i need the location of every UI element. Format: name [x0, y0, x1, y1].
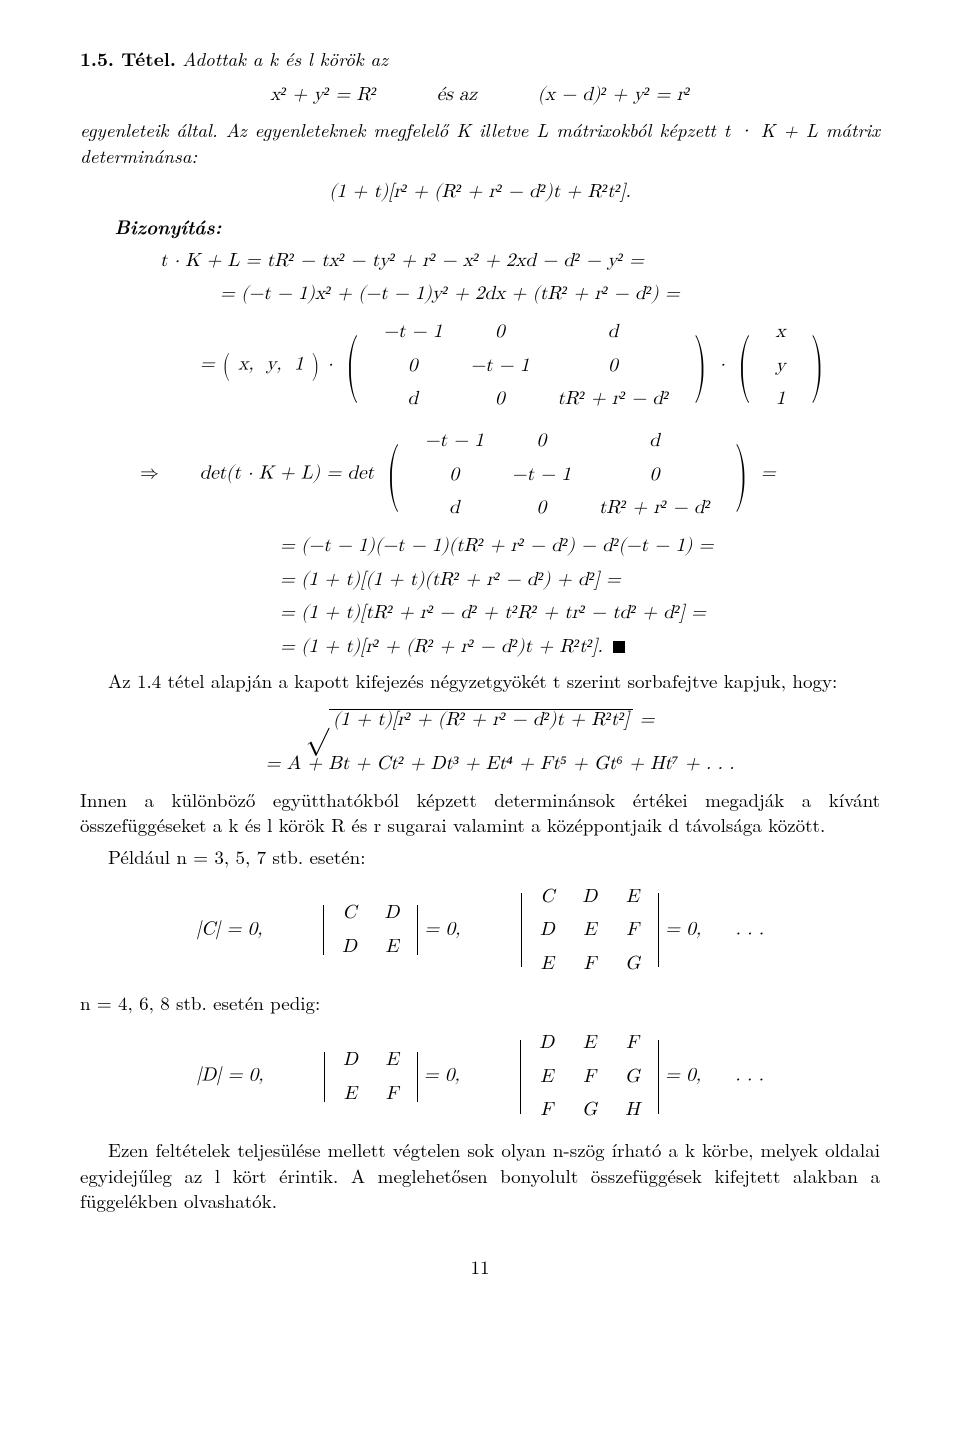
proof-line-1: t · K + L = tR² − tx² − ty² + r² − x² + … [80, 248, 880, 274]
theorem-number: 1.5. Tétel. [80, 44, 176, 72]
proof-label: Bizonyítás: [80, 214, 880, 240]
cond-row-odd: |C| = 0, CD DE = 0, CDE DEF EFG = 0, . .… [80, 880, 880, 981]
proof-line-5: = (1 + t)[tR² + r² − d² + t²R² + tr² − t… [80, 600, 880, 626]
theorem-text-1: Adottak a k és l körök az [182, 45, 388, 72]
cond-d: |D| = 0, [196, 1066, 263, 1085]
col-vector: x y 1 [762, 315, 800, 416]
after-para-2: Innen a különböző együtthatókból képzett… [80, 787, 880, 838]
det2-c: CD DE [328, 896, 413, 963]
row-vector: x, y, 1 [232, 355, 310, 374]
matrix-B: −t − 10d 0−t − 10 d0tR² + r² − d² [411, 424, 724, 525]
eq-left: x² + y² = R² [270, 85, 376, 104]
after-para-4: n = 4, 6, 8 stb. esetén pedig: [80, 990, 880, 1016]
theorem-det-expr: (1 + t)[r² + (R² + r² − d²)t + R²t²]. [80, 179, 880, 205]
det-lhs: det(t · K + L) = det [200, 464, 374, 483]
cond-row-even: |D| = 0, DE EF = 0, DEF EFG FGH = 0, . .… [80, 1026, 880, 1127]
det3-c: CDE DEF EFG [526, 880, 654, 981]
cond-c: |C| = 0, [196, 919, 262, 938]
dots: . . . [735, 919, 763, 938]
qed-icon [613, 641, 625, 653]
implies-symbol: ⇒ [140, 464, 159, 483]
proof-line-6: = (1 + t)[r² + (R² + r² − d²)t + R²t²]. [80, 634, 880, 660]
det3-d: DEF EFG FGH [525, 1026, 653, 1127]
proof-line-2: = (−t − 1)x² + (−t − 1)y² + 2dx + (tR² +… [80, 281, 880, 307]
closing-para: Ezen feltételek teljesülése mellett végt… [80, 1137, 880, 1214]
page: 1.5. Tétel. Adottak a k és l körök az x²… [0, 0, 960, 1454]
proof-line-4: = (1 + t)[(1 + t)(tR² + r² − d²) + d²] = [80, 567, 880, 593]
proof-line-3: = (−t − 1)(−t − 1)(tR² + r² − d²) − d²(−… [80, 533, 880, 559]
dots-2: . . . [735, 1066, 763, 1085]
eq-sep: és az [437, 85, 477, 104]
after-para-1: Az 1.4 tétel alapján a kapott kifejezés … [80, 668, 880, 694]
matrix-A: −t − 10d 0−t − 10 d0tR² + r² − d² [369, 315, 682, 416]
det2-d: DE EF [329, 1043, 412, 1110]
after-para-3: Például n = 3, 5, 7 stb. esetén: [80, 844, 880, 870]
theorem-text-2: egyenleteik által. Az egyenleteknek megf… [80, 117, 880, 168]
proof-matrix-line: = ( x, y, 1 ) · ( −t − 10d 0−t − 10 d0tR… [80, 315, 880, 416]
proof-det-line: ⇒ det(t · K + L) = det ( −t − 10d 0−t − … [80, 424, 880, 525]
series-line: = A + Bt + Ct² + Dt³ + Et⁴ + Ft⁵ + Gt⁶ +… [80, 751, 880, 777]
page-number: 11 [80, 1254, 880, 1280]
sqrt-line: √(1 + t)[r² + (R² + r² − d²)t + R²t²] = [80, 703, 880, 741]
eq-right: (x − d)² + y² = r² [538, 85, 690, 104]
eq-circles: x² + y² = R² és az (x − d)² + y² = r² [80, 82, 880, 108]
theorem-head-line: 1.5. Tétel. Adottak a k és l körök az [80, 46, 880, 72]
